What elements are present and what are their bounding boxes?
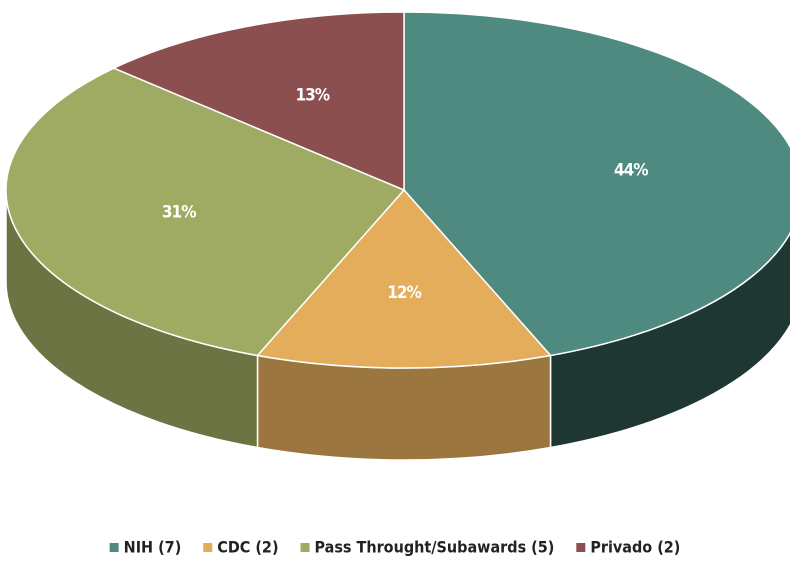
legend-swatch: [576, 543, 586, 552]
legend-label: CDC (2): [217, 538, 278, 557]
legend-label: NIH (7): [124, 538, 182, 557]
data-label: 44%: [614, 161, 648, 181]
data-label: 31%: [162, 203, 196, 223]
slice: [112, 11, 405, 192]
data-label: 12%: [387, 283, 421, 303]
legend-swatch: [300, 543, 310, 552]
slice: [256, 188, 552, 369]
legend-label: Pass Throught/Subawards (5): [315, 538, 555, 557]
legend-swatch: [203, 543, 213, 552]
legend-swatch: [109, 543, 119, 552]
slice: [5, 67, 406, 357]
slice: [403, 11, 790, 357]
legend-label: Privado (2): [590, 538, 680, 557]
legend: NIH (7) CDC (2) Pass Throught/Subawards (5…: [109, 538, 680, 557]
slice-side: [256, 354, 552, 461]
data-label: 13%: [296, 85, 330, 105]
